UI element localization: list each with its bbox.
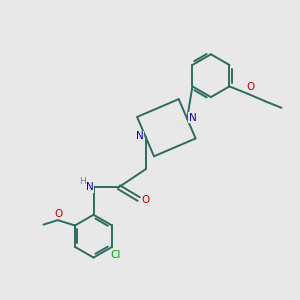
Text: N: N [86, 182, 94, 193]
Text: N: N [189, 112, 196, 123]
Text: O: O [54, 208, 62, 219]
Text: O: O [247, 82, 255, 92]
Text: Cl: Cl [110, 250, 121, 260]
Text: O: O [141, 195, 149, 205]
Text: H: H [79, 177, 86, 186]
Text: N: N [136, 131, 143, 141]
